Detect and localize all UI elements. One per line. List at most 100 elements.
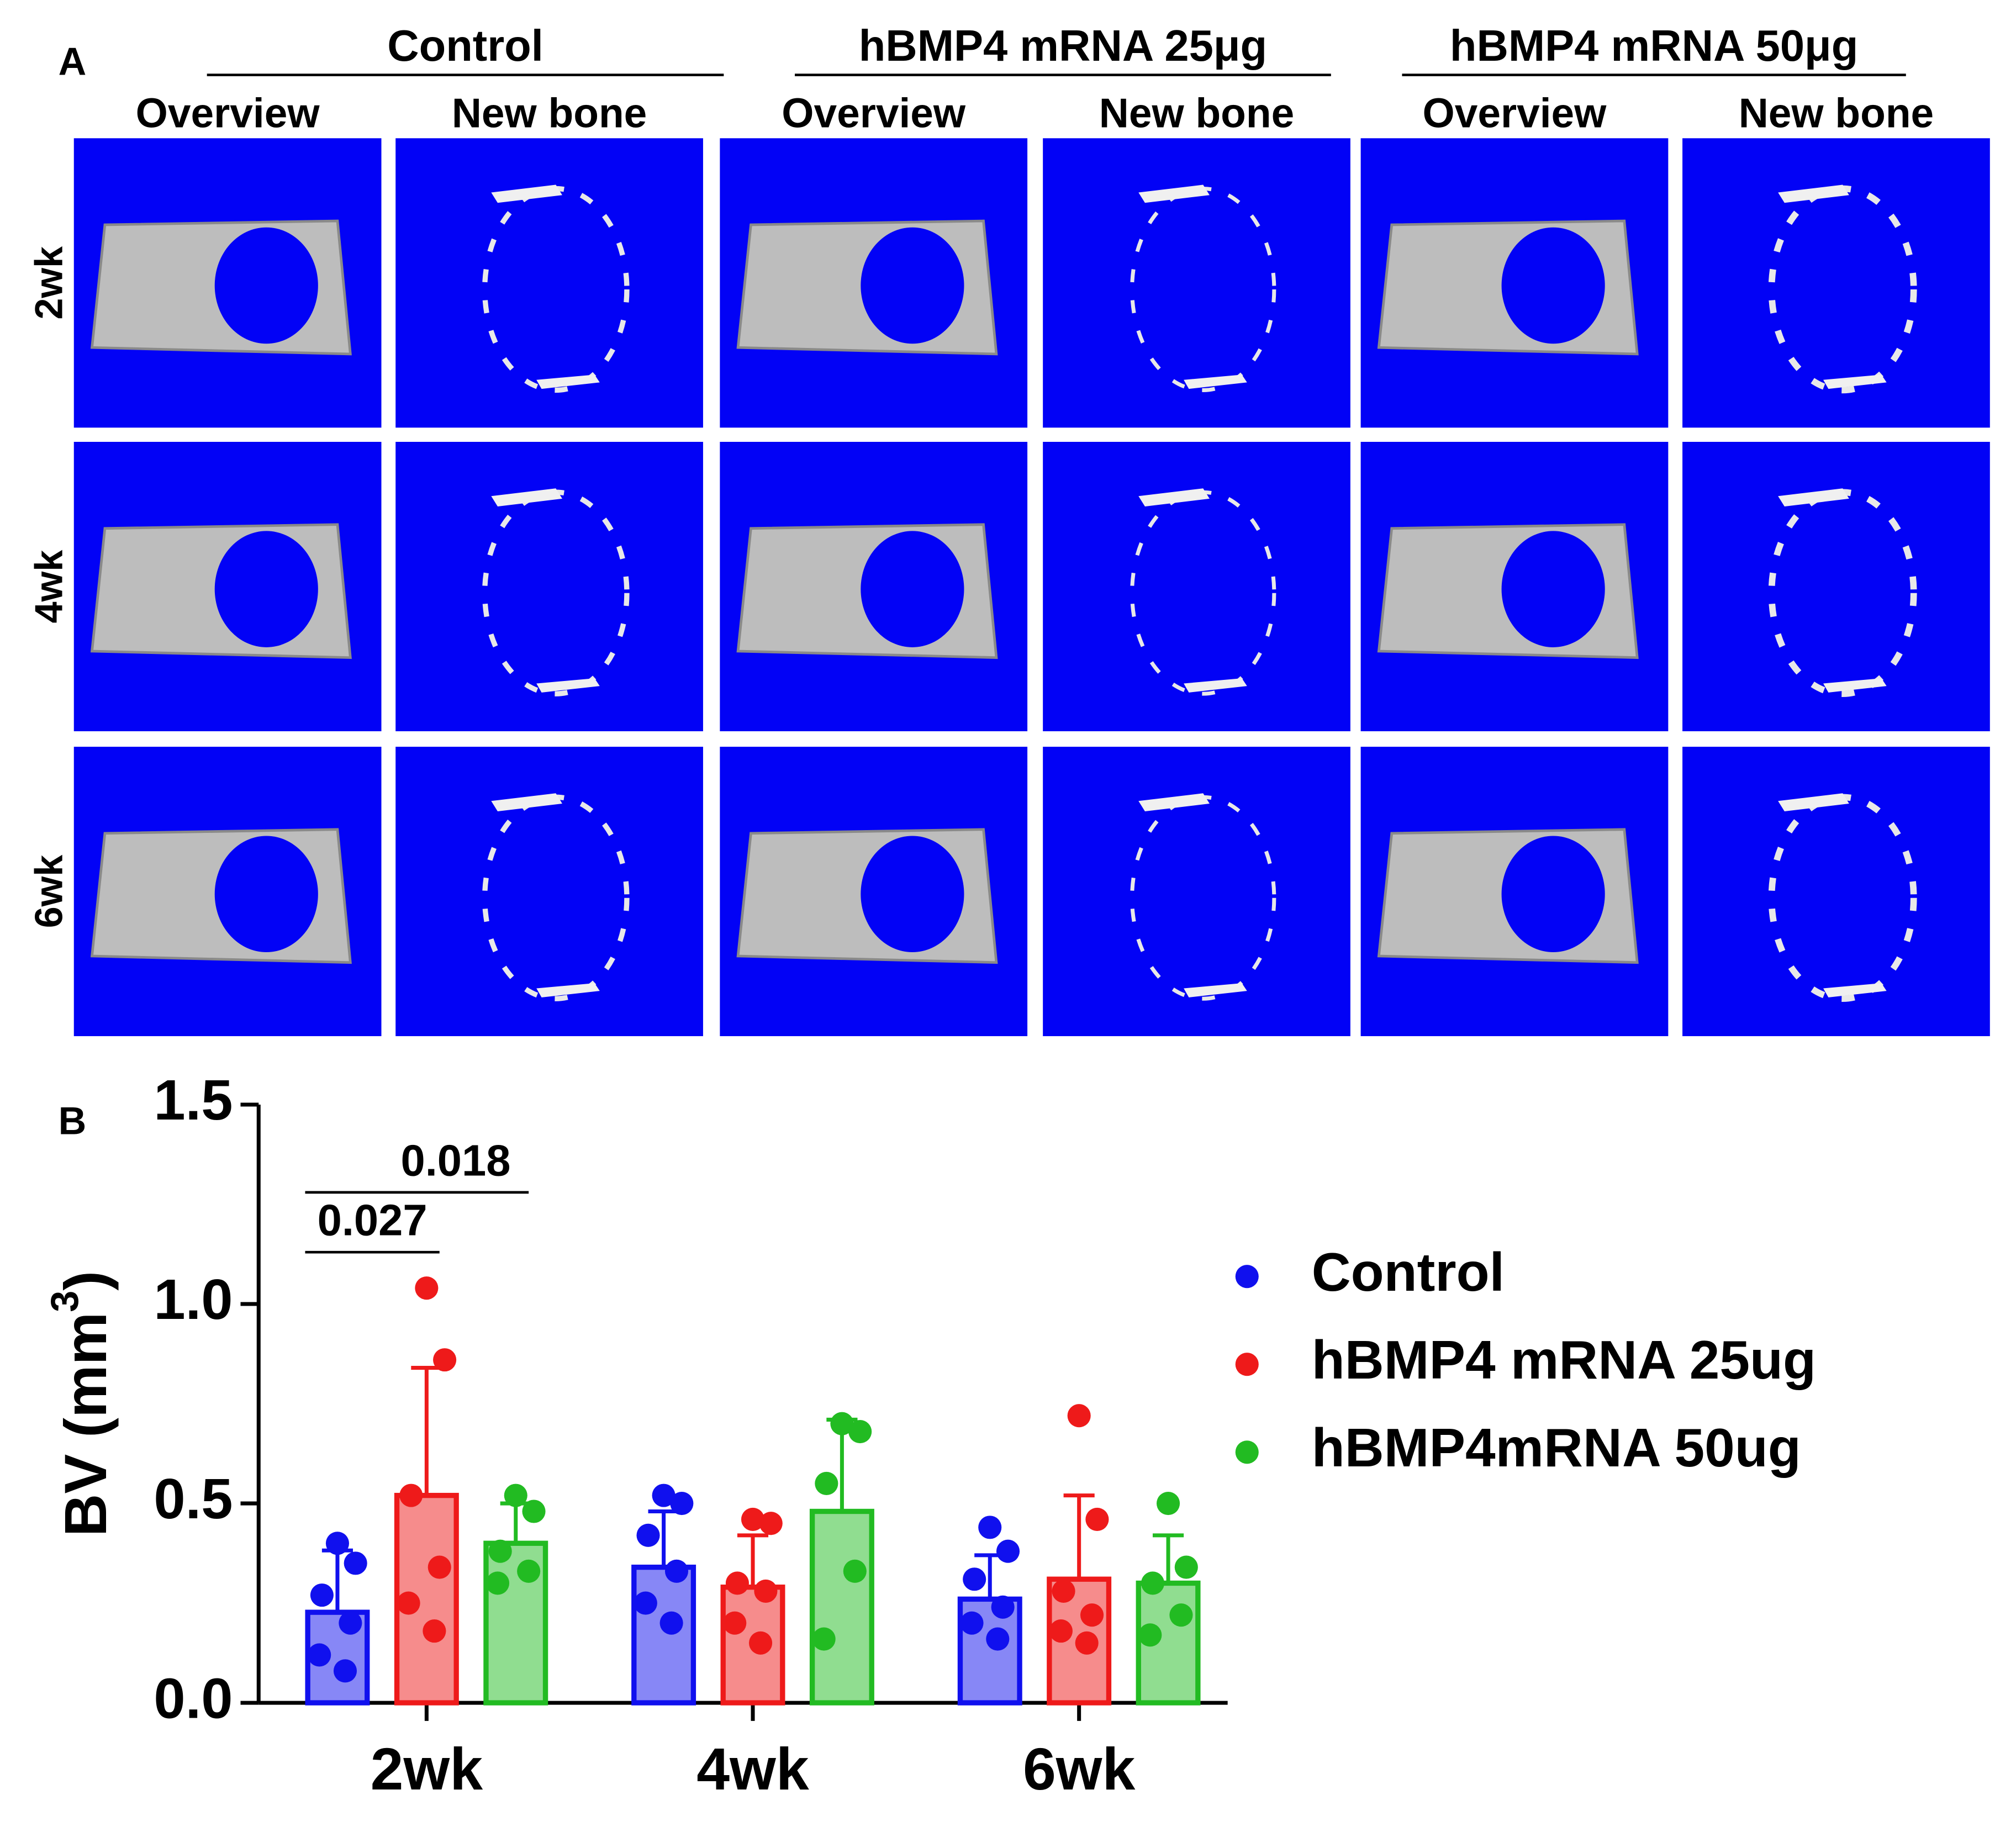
data-point: [1075, 1631, 1099, 1655]
micro-ct-image: [720, 442, 1028, 731]
y-tick-label: 1.5: [154, 1068, 233, 1132]
micro-ct-image: [1682, 442, 1990, 731]
micro-ct-image: [395, 442, 703, 731]
data-point: [485, 1571, 510, 1595]
micro-ct-image: [1360, 138, 1669, 428]
defect-hole: [1501, 836, 1605, 952]
data-point: [522, 1500, 546, 1523]
data-point: [659, 1611, 683, 1635]
micro-ct-image: [73, 138, 382, 428]
y-axis-label-text: BV (mm: [53, 1312, 119, 1537]
data-point: [1052, 1579, 1075, 1603]
data-point: [960, 1611, 984, 1635]
data-point: [428, 1555, 451, 1579]
micro-ct-image: [395, 138, 703, 428]
defect-hole: [861, 227, 964, 344]
data-point: [1067, 1404, 1091, 1428]
panel-label: B: [59, 1099, 87, 1143]
data-point: [1174, 1555, 1198, 1579]
data-point: [423, 1619, 446, 1643]
significance-label: 0.018: [400, 1136, 510, 1185]
data-point: [652, 1483, 675, 1507]
data-point: [517, 1559, 541, 1583]
column-header: Overview: [1423, 89, 1607, 136]
data-point: [848, 1420, 872, 1444]
micro-ct-image: [73, 442, 382, 731]
data-point: [1080, 1603, 1104, 1627]
micro-ct-image: [1043, 747, 1350, 1037]
data-point: [664, 1559, 689, 1583]
data-point: [986, 1627, 1010, 1651]
defect-hole: [861, 531, 964, 647]
micro-ct-image: [395, 747, 703, 1037]
legend-label: hBMP4mRNA 50ug: [1312, 1417, 1801, 1478]
data-point: [1169, 1603, 1193, 1627]
micro-ct-image: [1682, 747, 1990, 1037]
data-point: [1138, 1623, 1162, 1647]
data-point: [759, 1512, 783, 1535]
significance-label: 0.027: [318, 1196, 428, 1245]
data-point: [636, 1523, 660, 1547]
micro-ct-image: [720, 138, 1028, 428]
data-point: [399, 1483, 423, 1507]
x-tick-label: 4wk: [696, 1736, 809, 1802]
data-point: [325, 1532, 350, 1555]
y-axis-label-sup: 3: [43, 1291, 86, 1312]
x-tick-label: 2wk: [371, 1736, 483, 1802]
y-axis-label: BV (mm3): [43, 1271, 119, 1537]
y-tick-label: 0.0: [154, 1666, 233, 1730]
data-point: [996, 1539, 1020, 1563]
micro-ct-image: [1360, 747, 1669, 1037]
data-point: [415, 1276, 439, 1300]
micro-ct-image: [1043, 442, 1350, 731]
data-point: [843, 1559, 867, 1583]
legend: Control hBMP4 mRNA 25ug hBMP4mRNA 50ug: [1235, 1242, 1816, 1478]
data-point: [634, 1591, 657, 1615]
data-point: [830, 1412, 854, 1435]
y-axis-label-end: ): [53, 1271, 119, 1291]
data-point: [1157, 1492, 1180, 1516]
group-header: Control: [387, 21, 543, 70]
data-point: [812, 1627, 836, 1651]
data-point: [1141, 1571, 1165, 1595]
y-tick-label: 1.0: [154, 1268, 233, 1331]
defect-hole: [214, 836, 318, 952]
data-point: [725, 1571, 749, 1595]
column-header: Overview: [782, 89, 966, 136]
micro-ct-image: [720, 747, 1028, 1037]
micro-ct-image: [1682, 138, 1990, 428]
data-point: [397, 1591, 420, 1615]
legend-label: hBMP4 mRNA 25ug: [1312, 1329, 1816, 1390]
data-point: [978, 1516, 1002, 1539]
micro-ct-image: [1043, 138, 1350, 428]
data-point: [670, 1492, 694, 1516]
y-tick-label: 0.5: [154, 1467, 233, 1530]
bar: [809, 1508, 874, 1706]
row-label: 4wk: [27, 550, 71, 624]
group-header: hBMP4 mRNA 50μg: [1450, 21, 1858, 70]
defect-hole: [1501, 531, 1605, 647]
data-point: [991, 1595, 1015, 1619]
micro-ct-image: [73, 747, 382, 1037]
defect-hole: [861, 836, 964, 952]
data-point: [310, 1583, 334, 1607]
data-point: [815, 1471, 838, 1496]
error-bar: [737, 1533, 769, 1587]
column-header: New bone: [1739, 89, 1934, 136]
legend-label: Control: [1312, 1242, 1505, 1302]
micro-ct-image: [1360, 442, 1669, 731]
defect-hole: [214, 531, 318, 647]
data-point: [344, 1551, 367, 1575]
defect-hole: [1501, 227, 1605, 344]
error-bar: [1063, 1493, 1095, 1580]
legend-marker: [1235, 1265, 1259, 1289]
data-point: [504, 1483, 527, 1507]
column-header: New bone: [452, 89, 647, 136]
data-point: [1085, 1507, 1109, 1531]
column-header: New bone: [1099, 89, 1294, 136]
error-bar: [1152, 1533, 1184, 1583]
data-point: [308, 1643, 331, 1667]
data-point: [433, 1348, 457, 1372]
